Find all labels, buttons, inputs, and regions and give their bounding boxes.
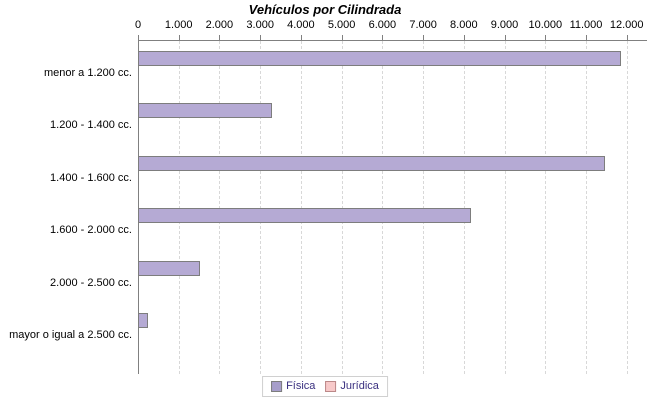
x-axis-tick-mark bbox=[178, 35, 180, 40]
x-axis-tick-mark bbox=[382, 35, 384, 40]
x-axis-tick-mark bbox=[545, 35, 547, 40]
legend-label-fisica: Física bbox=[286, 380, 316, 392]
x-axis-tick-mark bbox=[341, 35, 343, 40]
x-axis-tick-mark bbox=[138, 35, 139, 40]
vertical-gridline bbox=[300, 41, 302, 374]
legend-label-juridica: Jurídica bbox=[340, 380, 379, 392]
x-axis-tick-mark bbox=[626, 35, 628, 40]
category-label: menor a 1.200 cc. bbox=[43, 67, 132, 79]
fisica-series-swatch-icon bbox=[271, 381, 283, 392]
vertical-gridline bbox=[463, 41, 465, 374]
x-axis-tick-label: 3.000 bbox=[246, 19, 274, 31]
category-label: 2.000 - 2.500 cc. bbox=[50, 277, 132, 289]
chart-legend: Física Jurídica bbox=[262, 376, 388, 397]
bar-fisica bbox=[138, 103, 272, 118]
bar-fisica bbox=[138, 261, 200, 276]
legend-item-juridica: Jurídica bbox=[325, 380, 379, 393]
x-axis-line bbox=[138, 40, 647, 41]
x-axis-tick-label: 9.000 bbox=[490, 19, 519, 31]
x-axis-tick-label: 2.000 bbox=[205, 19, 234, 31]
category-label: 1.200 - 1.400 cc. bbox=[50, 119, 132, 131]
x-axis-tick-label: 12.000 bbox=[609, 19, 644, 31]
juridica-series-swatch-icon bbox=[325, 381, 337, 392]
bar-fisica bbox=[138, 156, 605, 171]
bar-fisica bbox=[138, 208, 471, 223]
x-axis-tick-mark bbox=[586, 35, 587, 40]
category-label: mayor o igual a 2.500 cc. bbox=[9, 329, 132, 341]
vertical-gridline bbox=[423, 41, 425, 374]
x-axis-tick-label: 0 bbox=[134, 19, 142, 31]
legend-item-fisica: Física bbox=[271, 380, 315, 393]
category-label: 1.400 - 1.600 cc. bbox=[50, 172, 132, 184]
x-axis-tick-mark bbox=[260, 35, 262, 40]
x-axis-tick-mark bbox=[423, 35, 425, 40]
vertical-gridline bbox=[178, 41, 180, 374]
x-axis-tick-label: 1.000 bbox=[164, 19, 193, 31]
x-axis-tick-label: 10.000 bbox=[528, 19, 563, 31]
x-axis-tick-label: 6.000 bbox=[368, 19, 397, 31]
y-axis-line bbox=[138, 40, 139, 374]
vertical-gridline bbox=[586, 41, 587, 374]
vertical-gridline bbox=[341, 41, 343, 374]
vertical-gridline bbox=[260, 41, 262, 374]
x-axis-tick-mark bbox=[463, 35, 465, 40]
bar-fisica bbox=[138, 313, 148, 328]
vertical-gridline bbox=[545, 41, 547, 374]
x-axis-tick-label: 7.000 bbox=[409, 19, 437, 31]
x-axis-tick-label: 8.000 bbox=[450, 19, 478, 31]
x-axis-tick-mark bbox=[504, 35, 506, 40]
bar-fisica bbox=[138, 51, 621, 66]
x-axis-tick-mark bbox=[219, 35, 221, 40]
vertical-gridline bbox=[219, 41, 221, 374]
x-axis-tick-mark bbox=[300, 35, 302, 40]
x-axis-tick-label: 4.000 bbox=[287, 19, 315, 31]
vertical-gridline bbox=[382, 41, 384, 374]
x-axis-tick-label: 11.000 bbox=[569, 19, 603, 31]
vertical-gridline bbox=[504, 41, 506, 374]
category-label: 1.600 - 2.000 cc. bbox=[50, 224, 132, 236]
vertical-gridline bbox=[626, 41, 628, 374]
chart-title: Vehículos por Cilindrada bbox=[248, 2, 402, 17]
x-axis-tick-label: 5.000 bbox=[327, 19, 356, 31]
